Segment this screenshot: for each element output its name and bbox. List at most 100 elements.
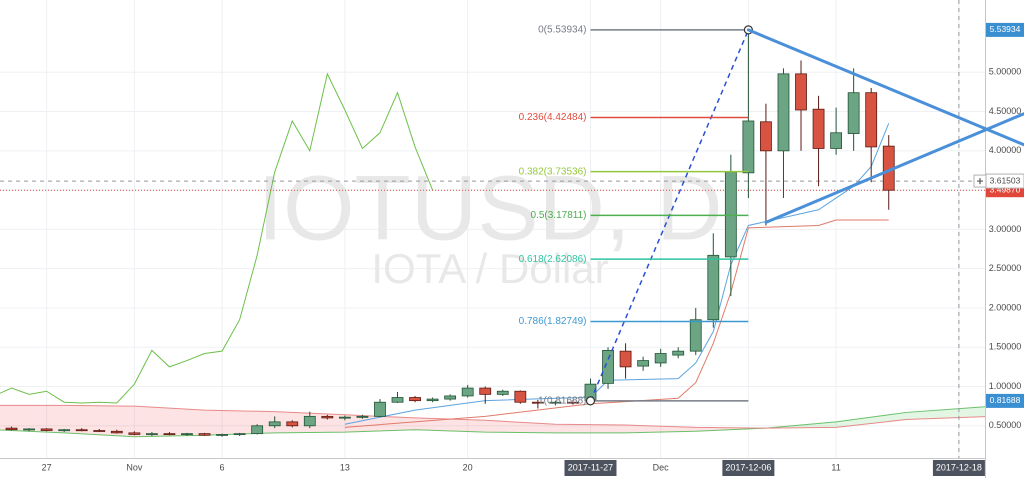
candle-body [777,73,790,152]
candle-body [58,429,71,432]
cloud-fill [0,405,65,433]
trendline[interactable] [764,112,1024,224]
fib-level-label: 0.236(4.42484) [519,112,587,123]
candle-body [654,353,667,364]
grid [0,0,985,458]
candle-body [75,429,88,432]
candle-body [23,428,35,431]
cloud-fill [836,412,907,428]
candle-body [198,433,211,436]
x-tick-label: 27 [42,462,52,472]
x-tick-highlight [564,460,617,476]
axes: 0.50000 1.00000 1.50000 2.00000 2.50000 3.000… [42,67,1022,476]
candle-body [145,433,158,436]
candle-body [689,319,702,352]
candle-body [812,108,825,149]
price-badge [986,393,1024,408]
x-tick-label: 2017-11-27 [568,462,613,472]
candle-body [549,401,562,404]
candle-body [338,416,351,419]
indicator-line [0,72,434,404]
candle-body [742,120,755,174]
candle-body [93,430,106,432]
x-tick-label: 2017-12-06 [725,462,771,472]
fib-level-label: 0.618(2.62086) [519,254,587,265]
candle-body [461,387,474,397]
candle-body [40,428,53,431]
candle-body [409,397,421,402]
y-tick-label: 4.50000 [989,106,1022,116]
x-tick-label: Nov [126,462,143,472]
candle-body [602,349,614,384]
trendline[interactable] [746,28,1024,147]
price-badge-label: 3.49870 [990,184,1021,194]
y-tick-label: 0.50000 [989,420,1022,430]
y-tick-label: 2.00000 [989,302,1022,312]
x-tick-label: 2017-12-18 [936,462,982,472]
cloud-fill [906,406,985,420]
watermark-subtitle: IOTA / Dollar [371,245,608,292]
candle-body [163,433,176,436]
x-tick-label: 13 [340,462,350,472]
candle-body [479,387,492,395]
candle-body [374,401,386,417]
y-tick-label: 2.50000 [989,263,1022,273]
cloud-fill [134,406,205,437]
x-tick-label: Dec [653,462,670,472]
fib-level-label: 0(5.53934) [538,25,586,36]
fib-level-label: 0.382(3.73536) [519,166,587,177]
candle-body [110,430,123,434]
candle-body [251,425,264,435]
candle-body [233,433,246,436]
crosshair-badge-label: 3.61503 [990,175,1021,185]
indicator-line [344,123,890,425]
cloud-fill [204,410,275,436]
candle-body [531,401,544,404]
fib-level-label: 0.5(3.17811) [531,210,587,221]
fib-level-label: 1(0.81688) [538,396,586,407]
y-tick-label: 4.00000 [989,145,1022,155]
candle-body [847,92,860,134]
candle-body [444,395,457,400]
fib-level-label: 0.786(1.82749) [519,316,587,327]
x-tick-highlight [932,460,985,476]
candle-body [795,73,807,111]
candle-body [356,415,369,418]
x-tick-label: 20 [463,462,473,472]
candle-body [5,427,18,431]
y-tick-label: 1.00000 [989,381,1022,391]
price-badge-label: 5.53934 [990,24,1021,34]
x-tick-label: 11 [831,462,840,472]
candle-body [760,121,772,152]
candle-body [303,415,316,427]
candle-body [637,360,650,367]
x-tick-label: 6 [220,462,225,472]
candle-body [391,397,404,403]
candle-body [216,434,228,436]
y-tick-label: 5.00000 [989,67,1022,77]
candle-body [181,433,193,436]
candle-body [268,421,281,427]
y-tick-label: 1.50000 [989,342,1022,352]
candle-body [567,401,579,404]
plot-area [0,0,985,458]
add-alert-icon[interactable] [977,178,983,185]
indicator-line [344,219,889,428]
candle-body [724,171,737,258]
candle-body [514,390,527,403]
y-tick-label: 3.00000 [989,224,1022,234]
candle-body [321,415,334,419]
leading-span-a [0,406,985,438]
price-badge-label: 0.81688 [990,395,1021,405]
candle-body [286,421,299,427]
candle-body [619,350,632,368]
candle-body [672,350,685,356]
price-badge [986,22,1024,37]
candle-body [426,398,439,402]
cloud-fill [344,414,416,433]
fib-anchor[interactable] [585,396,596,406]
cloud-fill [415,417,486,433]
watermark-title: IOTUSD, D [257,157,722,259]
candle-body [830,132,843,149]
